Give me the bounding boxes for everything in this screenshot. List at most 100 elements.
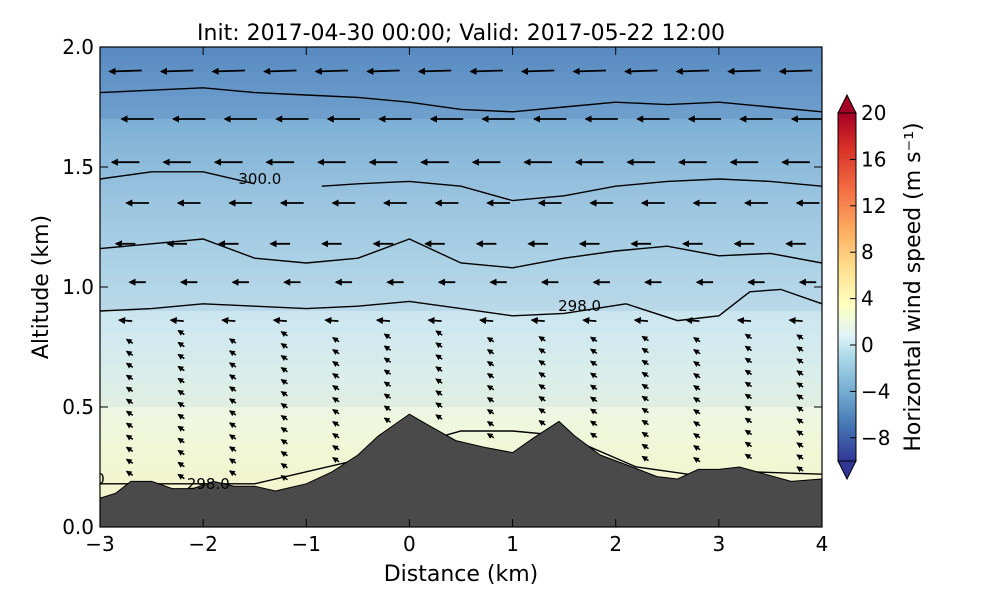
wind-vector-small	[693, 397, 701, 403]
wind-vector-small	[486, 421, 495, 427]
wind-vector	[108, 67, 142, 75]
wind-vector	[788, 316, 803, 325]
wind-vector-small	[796, 454, 804, 461]
wind-vector-small	[693, 349, 701, 355]
wind-vector-small	[641, 419, 649, 426]
wind-vector	[582, 316, 597, 325]
wind-vector	[778, 67, 813, 75]
wind-vector-small	[744, 333, 753, 340]
wind-vector-small	[125, 410, 134, 417]
chart-title: Init: 2017-04-30 00:00; Valid: 2017-05-2…	[197, 21, 725, 46]
wind-vector-small	[177, 389, 185, 396]
wind-vector-small	[125, 350, 134, 357]
colorbar-tick-label: −4	[861, 379, 890, 403]
wind-vector-small	[177, 329, 185, 336]
wind-vector-small	[332, 457, 340, 463]
wind-vector-small	[693, 433, 701, 439]
wind-vector-small	[693, 337, 701, 343]
wind-vector-small	[641, 431, 649, 438]
wind-vector-small	[435, 414, 443, 421]
wind-vector-small	[332, 385, 340, 391]
wind-vector-small	[228, 446, 237, 453]
contour-label: 300.0	[238, 170, 281, 188]
wind-vector-small	[383, 393, 392, 400]
wind-vector	[221, 316, 236, 325]
wind-vector-small	[177, 461, 185, 468]
wind-vector-small	[744, 393, 753, 400]
wind-vector-small	[744, 453, 753, 460]
wind-vector-small	[486, 337, 495, 343]
colorbar-label: Horizontal wind speed (m s⁻¹)	[901, 122, 926, 451]
wind-vector-small	[744, 369, 753, 376]
wind-vector	[427, 316, 442, 325]
wind-vector	[263, 67, 297, 75]
wind-vector-small	[693, 445, 701, 451]
wind-vector-small	[538, 372, 546, 378]
wind-vector-small	[486, 409, 495, 415]
wind-vector-small	[589, 396, 598, 403]
wind-vector-small	[589, 348, 598, 355]
wind-vector-small	[744, 381, 753, 388]
colorbar: 20 16 12 8 4 0 −4 −8 Horizontal wind speed (m s…	[837, 93, 926, 481]
wind-vector-small	[383, 381, 392, 388]
contour-label: 0	[95, 470, 105, 488]
wind-vector	[572, 67, 606, 75]
wind-vector-small	[177, 341, 185, 348]
colorbar-tick-label: 20	[861, 101, 886, 125]
wind-vector	[633, 316, 648, 325]
wind-vector-small	[280, 331, 288, 337]
x-tick-label: 3	[712, 532, 725, 556]
wind-vector-small	[486, 349, 495, 355]
wind-vector-small	[796, 346, 804, 353]
wind-vector	[685, 316, 700, 325]
wind-vector-small	[177, 473, 185, 480]
y-tick-label: 0.5	[62, 395, 94, 419]
y-tick-label: 1.5	[62, 155, 94, 179]
wind-vector-small	[796, 406, 804, 413]
x-axis: −3 −2 −1 0 1 2 3 4	[85, 47, 828, 556]
colorbar-tick-label: 0	[861, 333, 874, 357]
wind-vector-small	[589, 384, 598, 391]
wind-vector-small	[589, 336, 598, 343]
x-tick-label: 1	[506, 532, 519, 556]
theta-contour-4	[100, 171, 255, 185]
colorbar-tick-label: 12	[861, 194, 886, 218]
wind-vector-small	[744, 345, 753, 352]
wind-vector	[169, 316, 184, 325]
y-axis: 0.0 0.5 1.0 1.5 2.0	[62, 35, 822, 539]
wind-vector-small	[177, 401, 185, 408]
wind-vector-small	[280, 439, 288, 445]
wind-vector-small	[177, 365, 185, 372]
wind-band-3	[100, 311, 822, 407]
wind-vector	[324, 316, 339, 325]
wind-vector-small	[280, 355, 288, 361]
wind-vector-small	[538, 384, 546, 390]
wind-vector-small	[435, 366, 443, 373]
plot-area: 300.0 298.0 298.0 0	[95, 47, 822, 527]
wind-vector-small	[693, 409, 701, 415]
x-tick-label: −3	[85, 532, 114, 556]
wind-vector-small	[796, 334, 804, 341]
wind-vector-small	[641, 371, 649, 378]
theta-contour-1	[100, 300, 627, 317]
wind-vector-small	[486, 397, 495, 403]
wind-vector	[375, 316, 391, 325]
contour-label: 298.0	[187, 475, 230, 493]
wind-vector-small	[280, 415, 288, 421]
x-tick-label: −1	[292, 532, 321, 556]
wind-vector-small	[228, 470, 237, 477]
wind-vector	[520, 67, 555, 75]
wind-vector-small	[280, 463, 288, 469]
wind-vector-small	[280, 367, 288, 373]
wind-vector-small	[177, 425, 185, 432]
wind-vector-small	[228, 350, 237, 357]
wind-vector-small	[332, 445, 340, 451]
wind-vector	[366, 67, 400, 75]
wind-vector-small	[641, 443, 649, 450]
wind-vector-small	[280, 391, 288, 397]
wind-vector-small	[332, 373, 340, 379]
wind-vector-small	[125, 338, 134, 345]
wind-vector-small	[796, 358, 804, 365]
wind-vector-small	[796, 430, 804, 437]
